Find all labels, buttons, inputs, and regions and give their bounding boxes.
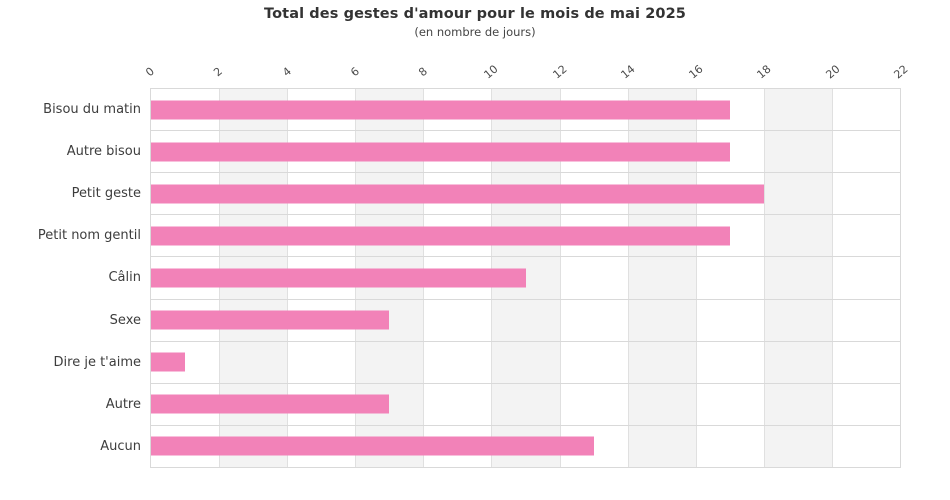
grid-band-plain — [695, 89, 764, 467]
y-axis-label: Dire je t'aime — [53, 354, 141, 370]
chart-row — [151, 426, 900, 467]
chart-row — [151, 173, 900, 216]
grid-band-shaded — [763, 89, 832, 467]
y-axis-label: Autre — [105, 397, 141, 413]
bar — [151, 226, 730, 246]
x-axis: 0 2 4 6 8 10 12 14 16 18 20 22 — [143, 50, 910, 86]
chart-title: Total des gestes d'amour pour le mois de… — [264, 6, 686, 22]
x-tick-label: 0 — [143, 64, 157, 80]
bar — [151, 436, 594, 456]
y-axis: Bisou du matin Autre bisou Petit geste Peti… — [0, 88, 141, 468]
x-tick-label: 14 — [618, 62, 638, 82]
x-tick-label: 6 — [347, 64, 362, 80]
x-tick-label: 12 — [550, 62, 570, 82]
bar-rows — [151, 89, 900, 467]
x-tick-label: 8 — [416, 64, 430, 80]
chart-row — [151, 300, 900, 342]
y-axis-label: Autre bisou — [66, 143, 141, 159]
bar — [151, 142, 730, 162]
y-axis-label: Aucun — [100, 439, 141, 455]
bar — [151, 310, 390, 330]
y-axis-label: Bisou du matin — [43, 101, 141, 117]
bar — [151, 394, 390, 414]
chart-row — [151, 342, 900, 384]
chart-row — [151, 215, 900, 258]
chart-row — [151, 257, 900, 300]
plot-area — [150, 88, 901, 468]
bar — [151, 352, 186, 372]
x-tick-label: 18 — [754, 62, 774, 82]
y-axis-label: Petit geste — [71, 186, 141, 202]
bar — [151, 100, 730, 120]
x-tick-label: 2 — [211, 64, 226, 80]
y-axis-label: Câlin — [108, 270, 141, 286]
chart-row — [151, 89, 900, 132]
grid-band-plain — [559, 89, 628, 467]
chart-subtitle: (en nombre de jours) — [414, 25, 536, 39]
chart-row — [151, 131, 900, 174]
x-tick-label: 22 — [891, 62, 911, 82]
chart-row — [151, 384, 900, 426]
x-tick-label: 16 — [686, 62, 706, 82]
grid-band-plain — [831, 89, 900, 467]
y-axis-label: Sexe — [109, 312, 141, 328]
bar — [151, 184, 764, 204]
bar — [151, 268, 526, 288]
y-axis-label: Petit nom gentil — [37, 228, 141, 244]
x-tick-label: 4 — [279, 64, 294, 80]
x-tick-label: 10 — [481, 62, 501, 82]
x-tick-label: 20 — [823, 62, 843, 82]
